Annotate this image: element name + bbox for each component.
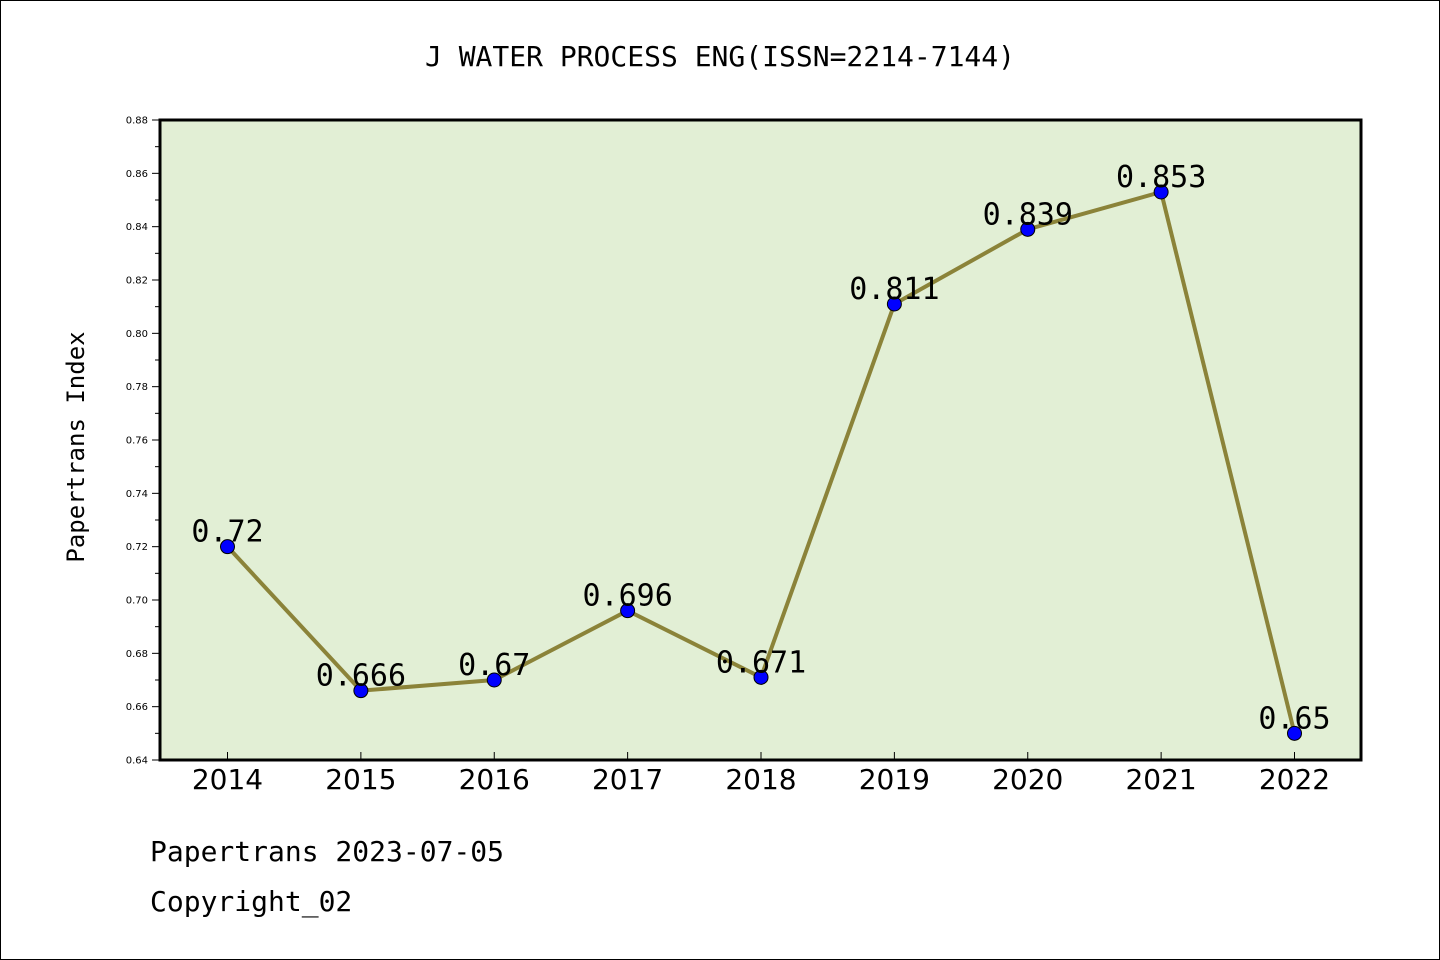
- date-stamp: Papertrans 2023-07-05: [150, 835, 505, 868]
- copyright-text: Copyright_02: [150, 885, 353, 918]
- data-point: [886, 296, 902, 312]
- data-label: 0.65: [1258, 701, 1330, 736]
- data-label: 0.72: [191, 515, 263, 550]
- y-tick-label: 0.88: [126, 116, 148, 127]
- y-tick-label: 0.80: [126, 329, 148, 340]
- data-point: [620, 603, 636, 619]
- y-axis: 0.64 0.66 0.68 0.70 0.72 0.74 0.76 0.78 0.80 0.82…: [126, 116, 160, 767]
- y-tick-label: 0.84: [126, 222, 148, 233]
- x-tick-label: 2017: [592, 763, 663, 796]
- x-tick-label: 2016: [459, 763, 530, 796]
- x-axis: 2014 2015 2016 2017 2018 2019 2020 2021 2022: [192, 752, 1330, 796]
- data-point: [353, 683, 369, 699]
- y-tick-label: 0.72: [126, 542, 148, 553]
- data-label: 0.666: [316, 659, 406, 694]
- data-label: 0.853: [1116, 160, 1206, 195]
- x-tick-label: 2021: [1125, 763, 1196, 796]
- data-label: 0.839: [983, 197, 1073, 232]
- y-tick-label: 0.76: [126, 436, 148, 447]
- plot-area: [158, 118, 1363, 762]
- y-tick-label: 0.64: [126, 756, 148, 767]
- y-tick-label: 0.78: [126, 382, 148, 393]
- data-point: [1287, 725, 1302, 741]
- chart-title: J WATER PROCESS ENG(ISSN=2214-7144): [425, 40, 1015, 73]
- x-tick-label: 2020: [992, 763, 1063, 796]
- data-point: [1020, 221, 1036, 237]
- x-tick-label: 2014: [192, 763, 263, 796]
- y-tick-label: 0.66: [126, 702, 148, 713]
- y-tick-label: 0.82: [126, 276, 148, 287]
- data-point: [753, 669, 769, 685]
- data-label: 0.67: [458, 648, 530, 683]
- y-tick-label: 0.68: [126, 649, 148, 660]
- y-tick-label: 0.74: [126, 489, 148, 500]
- series-line-group: 0.72 0.666 0.67 0.696 0.671 0.811 0.839 0.853 0.…: [191, 160, 1331, 741]
- x-tick-label: 2019: [859, 763, 930, 796]
- data-point: [220, 539, 235, 555]
- y-tick-label: 0.86: [126, 169, 148, 180]
- data-point: [1153, 184, 1169, 200]
- x-tick-label: 2018: [725, 763, 796, 796]
- y-axis-label: Papertrans Index: [62, 331, 90, 562]
- data-point: [486, 672, 502, 688]
- data-label: 0.671: [716, 645, 806, 680]
- data-label: 0.696: [582, 579, 672, 614]
- x-tick-label: 2015: [325, 763, 396, 796]
- x-tick-label: 2022: [1259, 763, 1330, 796]
- data-label: 0.811: [849, 272, 939, 307]
- y-tick-label: 0.70: [126, 596, 148, 607]
